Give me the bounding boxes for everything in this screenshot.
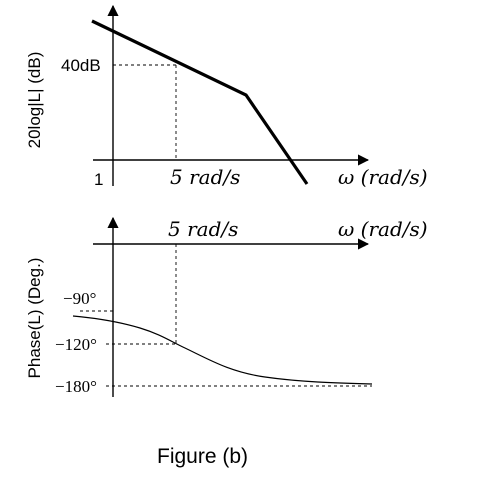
magnitude-y-label: 20log|L| (dB) (25, 52, 44, 149)
magnitude-x-tick-1: 1 (94, 170, 103, 189)
phase-x-tick-5: 5 rad/s (168, 217, 238, 241)
magnitude-x-tick-5: 5 rad/s (170, 165, 240, 189)
magnitude-40db-tick: 40dB (61, 56, 101, 75)
phase-180-tick: −180° (55, 377, 97, 396)
magnitude-curve (91, 19, 309, 185)
phase-y-label: Phase(L) (Deg.) (25, 258, 44, 379)
phase-120-tick: −120° (55, 335, 97, 354)
phase-plot: Phase(L) (Deg.) 5 rad/s ω (rad/s) −90° −… (25, 216, 428, 397)
phase-x-label: ω (rad/s) (338, 217, 428, 241)
magnitude-x-label: ω (rad/s) (338, 165, 428, 189)
figure-caption: Figure (b) (157, 445, 248, 468)
phase-curve (72, 315, 373, 385)
magnitude-plot: 20log|L| (dB) 40dB 1 5 rad/s ω (rad/s) (25, 4, 428, 189)
phase-90-tick: −90° (63, 289, 96, 308)
